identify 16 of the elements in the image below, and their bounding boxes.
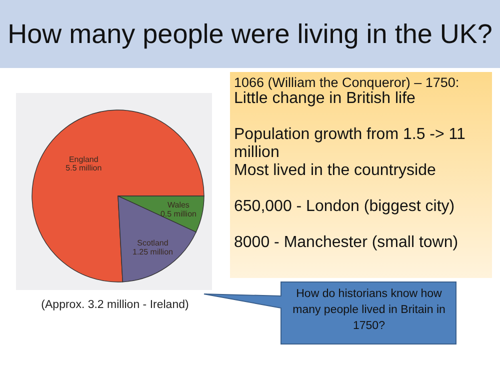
- text: (Approx. 3.2 million - Ireland): [40, 298, 190, 313]
- data-label: 5.5 million: [66, 164, 102, 173]
- text: 650,000 - London (biggest city): [234, 198, 456, 216]
- text: Most lived in the countryside: [234, 162, 437, 180]
- text: Little change in British life: [234, 90, 416, 108]
- text: Population growth from 1.5 -> 11 million: [234, 126, 466, 162]
- data-label: 0.5 million: [160, 210, 196, 219]
- text: How do historians know how many people lived in Britain in 1750?: [292, 287, 446, 334]
- text: 1066 (William the Conqueror) – 1750:: [234, 75, 460, 90]
- pie-slice: [32, 110, 204, 282]
- text: 8000 - Manchester (small town): [234, 234, 460, 252]
- chart-title: How many people were living in the UK?: [0, 0, 500, 68]
- slice-label: England: [68, 154, 98, 164]
- slice-label: Scotland: [137, 238, 168, 248]
- data-label: 1.25 million: [132, 247, 173, 256]
- slice-label: Wales: [168, 200, 190, 210]
